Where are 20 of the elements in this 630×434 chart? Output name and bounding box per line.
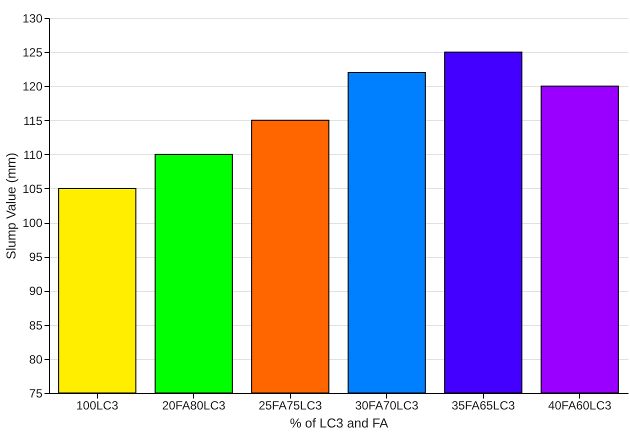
y-tick-label: 80 [29,352,43,366]
y-tick-label: 110 [23,148,43,162]
y-tick-label: 95 [29,250,43,264]
y-tick-label: 90 [29,284,43,298]
x-tick-label: 25FA75LC3 [258,398,322,412]
y-tick-label: 100 [22,216,43,230]
x-tick-label: 20FA80LC3 [162,398,226,412]
y-tick-label: 120 [22,80,43,94]
x-tick-label: 30FA70LC3 [355,398,419,412]
y-axis-title: Slump Value (mm) [3,152,18,260]
x-tick-label: 35FA65LC3 [452,398,516,412]
y-tick-label: 85 [29,318,43,332]
y-tick-label: 130 [22,12,43,26]
x-tick-label: 40FA60LC3 [548,398,612,412]
x-axis-title: % of LC3 and FA [290,416,388,430]
y-tick-label: 75 [29,386,43,400]
x-tick-label: 100LC3 [76,398,119,412]
y-tick-label: 105 [22,182,43,196]
y-tick-label: 115 [23,114,43,128]
y-tick-label: 125 [22,46,43,60]
